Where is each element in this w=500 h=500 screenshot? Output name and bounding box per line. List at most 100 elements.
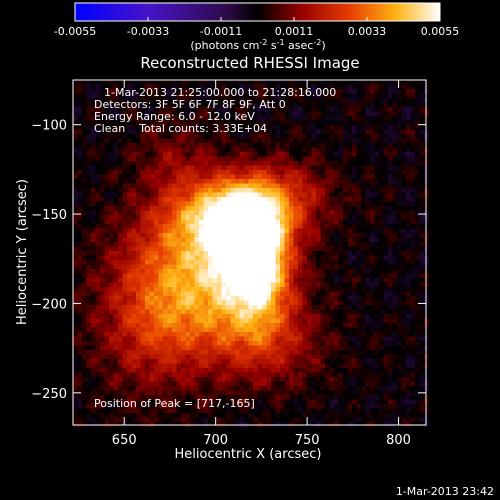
heatmap-cell xyxy=(329,125,335,130)
heatmap-cell xyxy=(145,233,150,238)
heatmap-cell xyxy=(167,206,173,211)
heatmap-cell xyxy=(208,138,213,144)
heatmap-cell xyxy=(136,350,141,355)
heatmap-cell xyxy=(253,147,258,153)
heatmap-cell xyxy=(248,287,254,292)
heatmap-cell xyxy=(77,237,83,243)
heatmap-cell xyxy=(253,98,258,103)
heatmap-cell xyxy=(419,179,425,184)
heatmap-cell xyxy=(158,89,164,94)
heatmap-cell xyxy=(334,237,339,243)
heatmap-cell xyxy=(262,93,267,99)
heatmap-cell xyxy=(307,269,312,274)
heatmap-cell xyxy=(145,260,150,265)
heatmap-cell xyxy=(343,120,348,126)
heatmap-cell xyxy=(352,84,357,90)
heatmap-cell xyxy=(302,359,308,364)
heatmap-cell xyxy=(352,314,357,319)
heatmap-cell xyxy=(208,102,213,108)
heatmap-cell xyxy=(253,287,258,292)
heatmap-cell xyxy=(352,278,357,283)
heatmap-cell xyxy=(113,107,119,112)
heatmap-cell xyxy=(145,206,150,211)
heatmap-cell xyxy=(118,111,123,117)
heatmap-cell xyxy=(82,246,87,252)
heatmap-cell xyxy=(280,296,285,301)
heatmap-cell xyxy=(365,251,371,256)
heatmap-cell xyxy=(383,89,389,94)
heatmap-cell xyxy=(401,192,407,198)
heatmap-cell xyxy=(388,273,393,279)
heatmap-cell xyxy=(307,264,312,270)
heatmap-cell xyxy=(158,318,164,324)
heatmap-cell xyxy=(293,314,299,319)
heatmap-cell xyxy=(370,107,375,112)
heatmap-cell xyxy=(122,359,128,364)
heatmap-cell xyxy=(118,291,123,297)
heatmap-cell xyxy=(401,179,407,184)
heatmap-cell xyxy=(190,300,195,306)
heatmap-cell xyxy=(415,170,420,175)
heatmap-cell xyxy=(86,129,92,135)
heatmap-cell xyxy=(329,350,335,355)
heatmap-cell xyxy=(113,125,119,130)
heatmap-cell xyxy=(334,318,339,324)
heatmap-cell xyxy=(406,314,411,319)
heatmap-cell xyxy=(154,228,159,234)
heatmap-cell xyxy=(329,260,335,265)
heatmap-cell xyxy=(374,215,380,220)
heatmap-cell xyxy=(338,138,344,144)
heatmap-cell xyxy=(140,98,146,103)
heatmap-cell xyxy=(140,350,146,355)
heatmap-cell xyxy=(167,116,173,121)
heatmap-cell xyxy=(253,183,258,189)
heatmap-cell xyxy=(352,89,357,94)
heatmap-cell xyxy=(235,287,240,292)
heatmap-cell xyxy=(253,314,258,319)
heatmap-cell xyxy=(415,93,420,99)
heatmap-cell xyxy=(415,215,420,220)
heatmap-cell xyxy=(91,210,96,216)
heatmap-cell xyxy=(91,327,96,333)
heatmap-cell xyxy=(325,278,330,283)
heatmap-cell xyxy=(194,332,200,337)
heatmap-cell xyxy=(217,179,222,184)
heatmap-cell xyxy=(334,278,339,283)
heatmap-cell xyxy=(203,354,209,360)
heatmap-cell xyxy=(217,336,222,342)
heatmap-cell xyxy=(221,170,227,175)
heatmap-cell xyxy=(163,287,168,292)
heatmap-cell xyxy=(257,305,263,310)
heatmap-cell xyxy=(293,138,299,144)
heatmap-cell xyxy=(392,359,398,364)
heatmap-cell xyxy=(365,291,371,297)
heatmap-cell xyxy=(77,80,83,85)
heatmap-cell xyxy=(118,255,123,261)
heatmap-cell xyxy=(104,80,110,85)
heatmap-cell xyxy=(91,116,96,121)
heatmap-cell xyxy=(185,192,191,198)
heatmap-cell xyxy=(253,251,258,256)
heatmap-cell xyxy=(361,143,366,148)
heatmap-cell xyxy=(221,192,227,198)
heatmap-cell xyxy=(365,269,371,274)
heatmap-cell xyxy=(158,291,164,297)
heatmap-cell xyxy=(383,287,389,292)
heatmap-cell xyxy=(194,89,200,94)
heatmap-cell xyxy=(347,341,353,346)
heatmap-cell xyxy=(410,197,416,202)
heatmap-cell xyxy=(221,255,227,261)
heatmap-cell xyxy=(140,233,146,238)
heatmap-cell xyxy=(176,84,182,90)
heatmap-cell xyxy=(235,84,240,90)
heatmap-cell xyxy=(325,327,330,333)
heatmap-cell xyxy=(320,197,326,202)
heatmap-cell xyxy=(343,84,348,90)
heatmap-cell xyxy=(334,300,339,306)
heatmap-cell xyxy=(127,156,132,162)
heatmap-cell xyxy=(338,143,344,148)
heatmap-cell xyxy=(370,341,375,346)
heatmap-cell xyxy=(230,210,236,216)
heatmap-cell xyxy=(176,210,182,216)
heatmap-cell xyxy=(374,174,380,180)
